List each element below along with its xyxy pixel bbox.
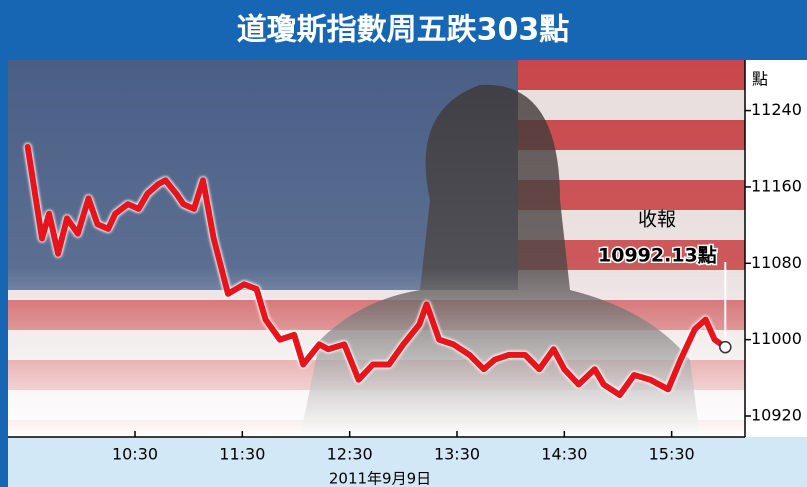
x-tick-label: 13:30: [434, 445, 480, 464]
y-tick-label: 11160: [751, 176, 802, 195]
price-line: [24, 143, 729, 398]
close-point: [719, 340, 732, 354]
y-tick-label: 11240: [751, 100, 802, 119]
photo-fade: [8, 60, 745, 437]
bottom-band: [0, 437, 807, 487]
y-unit: 點: [752, 70, 768, 89]
axis-panel: [745, 60, 807, 437]
y-tick-label: 10920: [751, 406, 802, 425]
annotation-label: 收報: [638, 209, 676, 231]
x-tick-label: 10:30: [112, 445, 158, 464]
date-label: 2011年9月9日: [329, 470, 431, 487]
title-bar: [0, 0, 807, 60]
x-tick-label: 11:30: [219, 445, 265, 464]
y-tick-label: 11000: [751, 329, 802, 348]
x-tick-label: 12:30: [327, 445, 373, 464]
chart-title: 道瓊斯指數周五跌303點: [237, 13, 570, 48]
frame-left: [0, 60, 8, 487]
y-tick-label: 11080: [751, 253, 802, 272]
annotation-value: 10992.13點: [598, 244, 717, 267]
x-tick-label: 14:30: [541, 445, 587, 464]
x-tick-label: 15:30: [649, 445, 695, 464]
